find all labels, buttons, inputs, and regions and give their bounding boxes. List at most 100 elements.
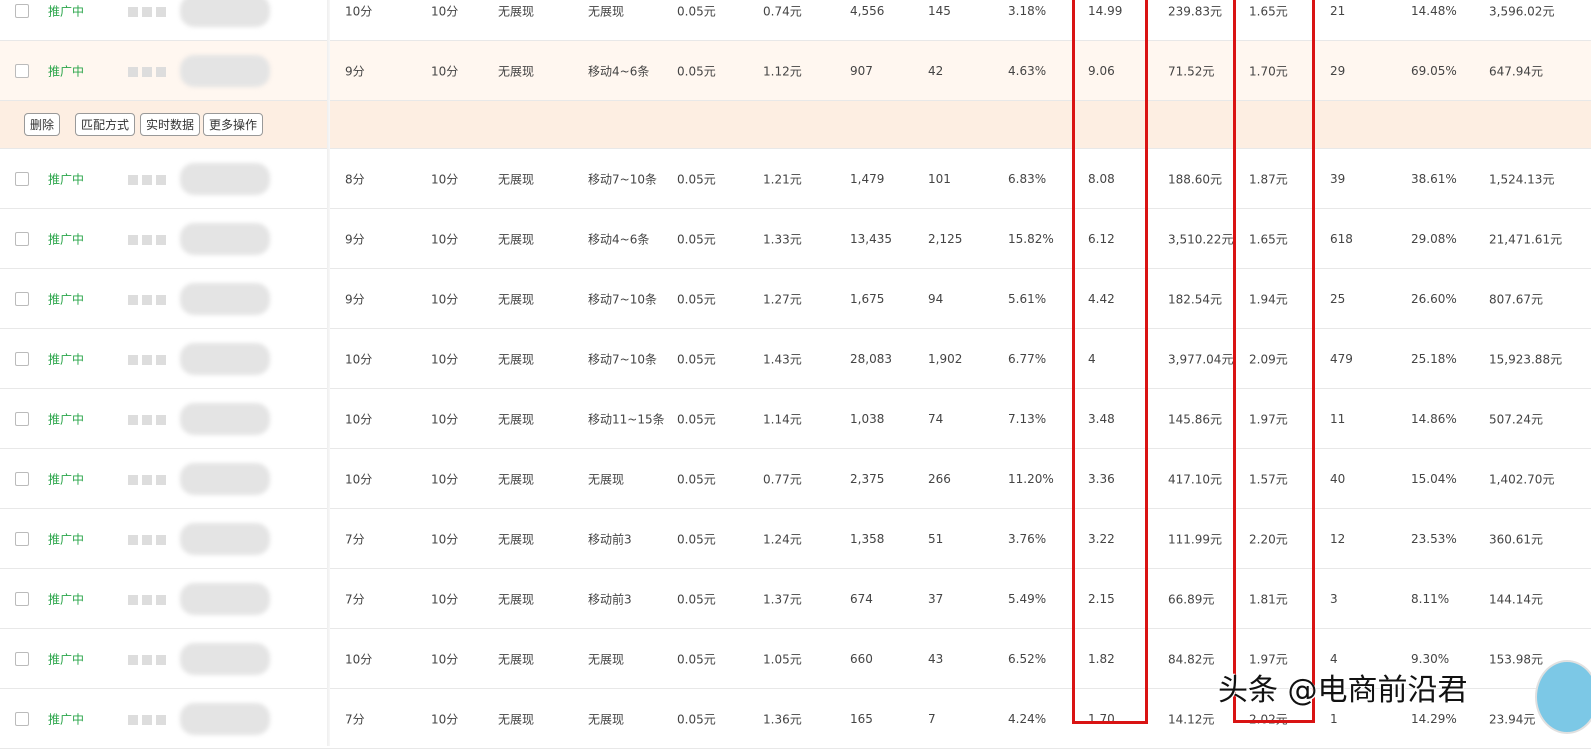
cell-col-3: 移动11~15条	[588, 412, 665, 426]
highlight-box-1	[1072, 0, 1148, 724]
cell-col-6: 2,375	[850, 471, 885, 486]
cell-col-9: 1.82	[1088, 651, 1115, 666]
row-checkbox[interactable]	[15, 3, 29, 18]
table-row: 推广中 7分 10分 无展现 移动前3 0.05元 1.37元 674 37 5.49% 2.15…	[0, 569, 1591, 629]
cell-col-13: 8.11%	[1411, 591, 1450, 606]
cell-col-0: 9分	[345, 292, 365, 306]
row-checkbox[interactable]	[15, 651, 29, 666]
row-checkbox[interactable]	[15, 291, 29, 306]
table-row: 推广中 9分 10分 无展现 移动4~6条 0.05元 1.12元 907 42 4.63% 9.…	[0, 41, 1591, 101]
status-label: 推广中	[48, 4, 85, 18]
row-checkbox[interactable]	[15, 591, 29, 606]
redacted-blocks	[128, 474, 170, 488]
cell-col-8: 11.20%	[1008, 471, 1054, 486]
cell-col-0: 10分	[345, 4, 373, 18]
match-type-button[interactable]: 匹配方式	[75, 113, 136, 136]
row-checkbox[interactable]	[15, 711, 29, 726]
cell-col-4: 0.05元	[677, 232, 716, 246]
cell-col-0: 10分	[345, 412, 373, 426]
cell-col-12: 12	[1330, 531, 1346, 546]
cell-col-3: 无展现	[588, 4, 625, 18]
cell-col-1: 10分	[431, 172, 459, 186]
cell-col-14: 153.98元	[1489, 652, 1543, 666]
cell-col-4: 0.05元	[677, 352, 716, 366]
cell-col-3: 移动7~10条	[588, 292, 657, 306]
cell-col-7: 2,125	[928, 231, 963, 246]
cell-col-5: 1.27元	[763, 292, 802, 306]
cell-col-5: 0.77元	[763, 472, 802, 486]
row-checkbox[interactable]	[15, 411, 29, 426]
redacted-blocks	[128, 714, 170, 728]
cell-col-14: 1,524.13元	[1489, 172, 1555, 186]
cell-col-10: 111.99元	[1168, 532, 1222, 546]
cell-col-10: 239.83元	[1168, 4, 1222, 18]
cell-col-5: 1.33元	[763, 232, 802, 246]
status-label: 推广中	[48, 292, 85, 306]
cell-col-6: 1,479	[850, 171, 885, 186]
cell-col-9: 3.22	[1088, 531, 1115, 546]
cell-col-1: 10分	[431, 292, 459, 306]
cell-col-6: 1,038	[850, 411, 885, 426]
cell-col-2: 无展现	[498, 172, 535, 186]
redacted-keyword	[180, 522, 270, 555]
cell-col-12: 4	[1330, 651, 1338, 666]
cell-col-6: 1,358	[850, 531, 885, 546]
cell-col-10: 14.12元	[1168, 712, 1215, 726]
cell-col-13: 9.30%	[1411, 651, 1450, 666]
cell-col-8: 15.82%	[1008, 231, 1054, 246]
delete-button[interactable]: 删除	[24, 113, 61, 136]
realtime-data-button[interactable]: 实时数据	[140, 113, 201, 136]
cell-col-13: 23.53%	[1411, 531, 1457, 546]
status-label: 推广中	[48, 412, 85, 426]
cell-col-12: 11	[1330, 411, 1346, 426]
cell-col-7: 7	[928, 711, 936, 726]
cell-col-7: 42	[928, 63, 944, 78]
cell-col-1: 10分	[431, 412, 459, 426]
row-checkbox[interactable]	[15, 471, 29, 486]
more-actions-button[interactable]: 更多操作	[203, 113, 264, 136]
cell-col-12: 3	[1330, 591, 1338, 606]
fixed-column-divider	[327, 0, 330, 746]
cell-col-14: 647.94元	[1489, 64, 1543, 78]
cell-col-3: 无展现	[588, 652, 625, 666]
cell-col-8: 6.83%	[1008, 171, 1047, 186]
cell-col-5: 1.37元	[763, 592, 802, 606]
cell-col-8: 5.61%	[1008, 291, 1047, 306]
redacted-blocks	[128, 66, 170, 80]
cell-col-8: 6.52%	[1008, 651, 1047, 666]
cell-col-6: 674	[850, 591, 873, 606]
cell-col-8: 4.63%	[1008, 63, 1047, 78]
status-label: 推广中	[48, 592, 85, 606]
row-checkbox[interactable]	[15, 171, 29, 186]
redacted-keyword	[180, 0, 270, 27]
cell-col-10: 417.10元	[1168, 472, 1222, 486]
cell-col-13: 29.08%	[1411, 231, 1457, 246]
cell-col-3: 移动4~6条	[588, 232, 650, 246]
cell-col-11: 2.20元	[1249, 532, 1288, 546]
cell-col-2: 无展现	[498, 472, 535, 486]
cell-col-7: 37	[928, 591, 944, 606]
mascot-logo	[1535, 660, 1591, 734]
redacted-keyword	[180, 402, 270, 435]
redacted-keyword	[180, 54, 270, 87]
row-checkbox[interactable]	[15, 231, 29, 246]
row-checkbox[interactable]	[15, 63, 29, 78]
row-checkbox[interactable]	[15, 351, 29, 366]
cell-col-10: 3,977.04元	[1168, 352, 1234, 366]
table-row: 推广中 8分 10分 无展现 移动7~10条 0.05元 1.21元 1,479 101 6.8…	[0, 149, 1591, 209]
cell-col-12: 39	[1330, 171, 1346, 186]
row-checkbox[interactable]	[15, 531, 29, 546]
cell-col-11: 1.97元	[1249, 412, 1288, 426]
cell-col-0: 7分	[345, 532, 365, 546]
cell-col-11: 2.09元	[1249, 352, 1288, 366]
cell-col-1: 10分	[431, 4, 459, 18]
cell-col-5: 1.12元	[763, 64, 802, 78]
cell-col-9: 2.15	[1088, 591, 1115, 606]
cell-col-4: 0.05元	[677, 532, 716, 546]
cell-col-13: 69.05%	[1411, 63, 1457, 78]
cell-col-6: 1,675	[850, 291, 885, 306]
cell-col-4: 0.05元	[677, 4, 716, 18]
cell-col-14: 807.67元	[1489, 292, 1543, 306]
cell-col-2: 无展现	[498, 532, 535, 546]
cell-col-6: 165	[850, 711, 873, 726]
